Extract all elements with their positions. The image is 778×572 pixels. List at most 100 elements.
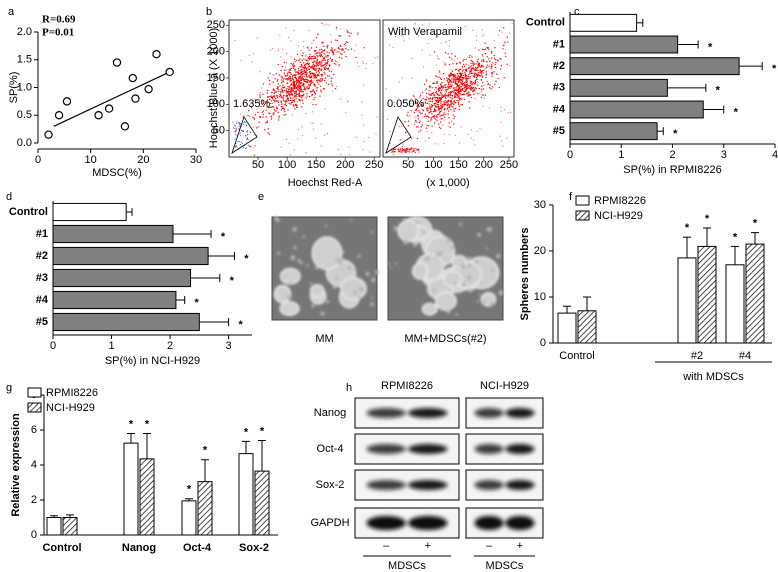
event xyxy=(357,62,359,64)
bands xyxy=(366,408,448,418)
event xyxy=(482,58,484,61)
event xyxy=(448,94,450,96)
x-tick-label: 250 xyxy=(500,159,518,171)
event xyxy=(468,91,470,93)
panel-letter: e xyxy=(258,191,264,203)
event xyxy=(323,49,326,51)
event xyxy=(436,98,439,100)
event xyxy=(466,87,469,90)
event xyxy=(475,87,477,89)
event xyxy=(448,63,451,66)
event xyxy=(320,68,323,70)
event xyxy=(286,98,289,100)
event xyxy=(272,96,274,98)
event xyxy=(281,77,283,79)
event xyxy=(478,49,480,51)
event xyxy=(303,83,305,86)
event xyxy=(453,91,455,94)
event xyxy=(303,68,305,70)
event xyxy=(310,56,312,58)
event xyxy=(416,104,418,106)
event xyxy=(435,91,437,94)
event xyxy=(295,80,297,82)
bar xyxy=(181,500,197,536)
event xyxy=(283,99,285,102)
event xyxy=(443,104,445,106)
event xyxy=(484,48,487,50)
event xyxy=(406,149,408,151)
event xyxy=(301,84,303,87)
event xyxy=(413,150,415,152)
event xyxy=(277,89,279,91)
event xyxy=(433,117,435,119)
y-tick-label: 2 xyxy=(31,494,37,506)
gate xyxy=(231,116,258,154)
cell xyxy=(423,230,427,234)
event xyxy=(448,106,451,109)
event xyxy=(438,90,440,92)
event xyxy=(450,99,452,101)
event xyxy=(296,88,299,90)
cell xyxy=(371,277,376,283)
event xyxy=(290,79,292,81)
event xyxy=(298,76,300,78)
event xyxy=(425,99,427,101)
event xyxy=(301,91,303,93)
event xyxy=(281,89,284,92)
event xyxy=(441,96,443,98)
event xyxy=(433,108,436,110)
event xyxy=(460,83,462,86)
event xyxy=(418,131,420,133)
event xyxy=(447,80,449,82)
category-label: #2 xyxy=(36,250,48,262)
event xyxy=(299,61,301,63)
event xyxy=(268,106,271,109)
event xyxy=(301,97,303,99)
event xyxy=(465,80,467,82)
event xyxy=(392,150,394,152)
event xyxy=(438,76,440,78)
cell xyxy=(288,281,292,285)
event xyxy=(266,120,268,122)
event xyxy=(476,39,478,41)
event xyxy=(326,59,328,61)
band xyxy=(366,444,406,454)
event xyxy=(472,63,474,65)
bar xyxy=(697,245,717,344)
event xyxy=(426,92,428,94)
category-label: #1 xyxy=(553,38,565,50)
bar xyxy=(569,122,658,141)
event xyxy=(440,102,442,104)
event xyxy=(449,56,451,59)
cell xyxy=(309,282,313,285)
event xyxy=(421,91,424,94)
event xyxy=(435,109,437,111)
event xyxy=(440,84,442,86)
event xyxy=(475,68,477,70)
bar xyxy=(52,246,209,266)
event xyxy=(449,96,451,98)
event xyxy=(312,66,314,68)
event xyxy=(323,53,325,55)
event xyxy=(298,95,300,98)
event xyxy=(283,109,285,111)
event xyxy=(320,73,322,76)
event xyxy=(459,80,461,82)
event xyxy=(321,43,323,45)
event xyxy=(295,103,297,105)
event xyxy=(358,65,360,67)
event xyxy=(295,98,297,100)
cell xyxy=(387,262,390,265)
event xyxy=(478,63,480,66)
event xyxy=(457,79,459,81)
event xyxy=(429,98,431,100)
event xyxy=(283,108,285,110)
event xyxy=(476,60,478,63)
event xyxy=(311,55,314,58)
event xyxy=(474,80,476,82)
event xyxy=(450,103,453,105)
event xyxy=(472,88,474,90)
panel-letter: d xyxy=(6,191,12,203)
event xyxy=(469,82,472,84)
event xyxy=(301,76,304,78)
